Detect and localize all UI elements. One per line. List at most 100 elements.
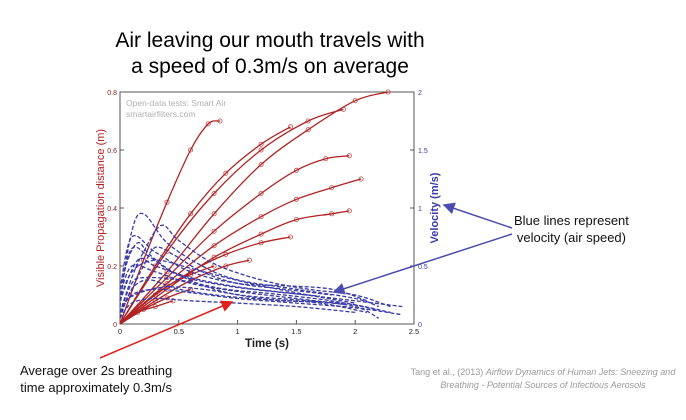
callout-blue-line2: velocity (air speed) <box>516 230 626 245</box>
x-tick-label: 0.5 <box>174 327 184 336</box>
callout-average-line2: time approximately 0.3m/s <box>20 380 172 395</box>
distance-line-4 <box>119 91 389 325</box>
distance-point <box>211 228 217 234</box>
distance-point <box>164 280 170 286</box>
y-left-axis-label: Visible Propagation distance (m) <box>95 129 107 287</box>
watermark-line2: smartairfilters.com <box>126 109 195 119</box>
callout-blue-line1: Blue lines represent <box>514 213 629 228</box>
distance-point <box>385 89 391 95</box>
arrow-blue-to-axis <box>442 202 513 229</box>
slide-title: Air leaving our mouth travels with a spe… <box>60 28 480 80</box>
x-tick-label: 1.5 <box>291 327 301 336</box>
distance-point <box>323 156 329 162</box>
x-tick-label: 0 <box>118 327 122 336</box>
distance-point <box>211 211 217 217</box>
velocity-line-9 <box>119 259 356 304</box>
velocity-line-2 <box>119 234 368 302</box>
velocity-series-group <box>119 212 403 319</box>
distance-point <box>211 190 217 196</box>
distance-point <box>164 248 170 254</box>
distance-point <box>188 272 194 278</box>
y-right-tick-label: 0 <box>418 322 422 329</box>
distance-line-1 <box>119 120 221 325</box>
y-left-tick-label: 0 <box>113 322 117 329</box>
distance-point <box>258 214 264 220</box>
callout-average-line1: Average over 2s breathing <box>20 363 173 378</box>
citation-title-line1: Airflow Dynamics of Human Jets: Sneezing… <box>485 367 676 377</box>
distance-point <box>293 196 299 202</box>
y-right-tick-label: 2 <box>418 90 422 97</box>
distance-point <box>246 257 252 263</box>
distance-point <box>188 211 194 217</box>
y-left-tick-label: 0.8 <box>107 90 117 97</box>
distance-point <box>164 199 170 205</box>
velocity-line-12 <box>119 286 380 319</box>
chart-axes: Open-data tests: Smart Airsmartairfilter… <box>95 90 441 350</box>
distance-point <box>346 153 352 159</box>
distance-line-12 <box>119 300 174 325</box>
distance-point <box>305 118 311 124</box>
distance-point <box>258 161 264 167</box>
distance-point <box>346 208 352 214</box>
velocity-line-1 <box>119 212 379 308</box>
y-right-tick-label: 1 <box>418 206 422 213</box>
distance-point <box>217 118 223 124</box>
velocity-line-13 <box>119 246 332 313</box>
distance-point <box>329 185 335 191</box>
watermark-line1: Open-data tests: Smart Air <box>126 98 226 108</box>
distance-point <box>258 190 264 196</box>
x-tick-label: 2.5 <box>409 327 419 336</box>
distance-point <box>152 292 158 298</box>
distance-point <box>288 124 294 130</box>
citation-authors: Tang et al., (2013) <box>410 367 484 377</box>
distance-point <box>258 231 264 237</box>
distance-point <box>258 141 264 147</box>
x-axis-label: Time (s) <box>245 338 289 350</box>
distance-point <box>188 286 194 292</box>
distance-point <box>164 295 170 301</box>
distance-point <box>211 243 217 249</box>
distance-line-2 <box>119 126 291 325</box>
velocity-line-14 <box>119 297 356 319</box>
velocity-line-10 <box>119 288 403 316</box>
distance-line-6 <box>119 178 362 325</box>
velocity-line-3 <box>119 224 391 313</box>
distance-point <box>258 147 264 153</box>
slide-title-line1: Air leaving our mouth travels with <box>115 29 425 52</box>
arrow-blue-to-lines <box>332 233 513 295</box>
velocity-line-11 <box>119 241 368 314</box>
distance-point <box>152 304 158 310</box>
distance-point <box>258 240 264 246</box>
distance-point <box>329 211 335 217</box>
distance-point <box>205 121 211 127</box>
y-right-axis-label: Velocity (m/s) <box>429 172 441 243</box>
distance-point <box>188 147 194 153</box>
callout-average: Average over 2s breathing time approxima… <box>20 362 172 396</box>
distance-point <box>135 309 141 315</box>
citation-title-line2: Breathing - Potential Sources of Infecti… <box>440 380 646 390</box>
citation: Tang et al., (2013) Airflow Dynamics of … <box>398 366 686 392</box>
y-left-tick-label: 0.4 <box>107 206 117 213</box>
y-right-tick-label: 1.5 <box>418 148 428 155</box>
distance-point <box>305 127 311 133</box>
annotation-arrows <box>99 202 513 359</box>
distance-point <box>223 170 229 176</box>
distance-point <box>141 301 147 307</box>
distance-point <box>288 234 294 240</box>
x-tick-label: 2 <box>353 327 357 336</box>
y-left-tick-label: 0.2 <box>107 264 117 271</box>
y-right-tick-label: 0.5 <box>418 264 428 271</box>
distance-line-5 <box>119 155 350 325</box>
callout-blue-lines: Blue lines represent velocity (air speed… <box>514 212 629 246</box>
arrow-red-to-average <box>99 300 234 359</box>
y-left-tick-label: 0.6 <box>107 148 117 155</box>
distance-point <box>358 176 364 182</box>
distance-point <box>223 251 229 257</box>
distance-point <box>188 269 194 275</box>
distance-point <box>293 167 299 173</box>
slide-title-line2: a speed of 0.3m/s on average <box>131 55 409 78</box>
distance-point <box>352 98 358 104</box>
x-tick-label: 1 <box>236 327 240 336</box>
distance-point <box>293 217 299 223</box>
